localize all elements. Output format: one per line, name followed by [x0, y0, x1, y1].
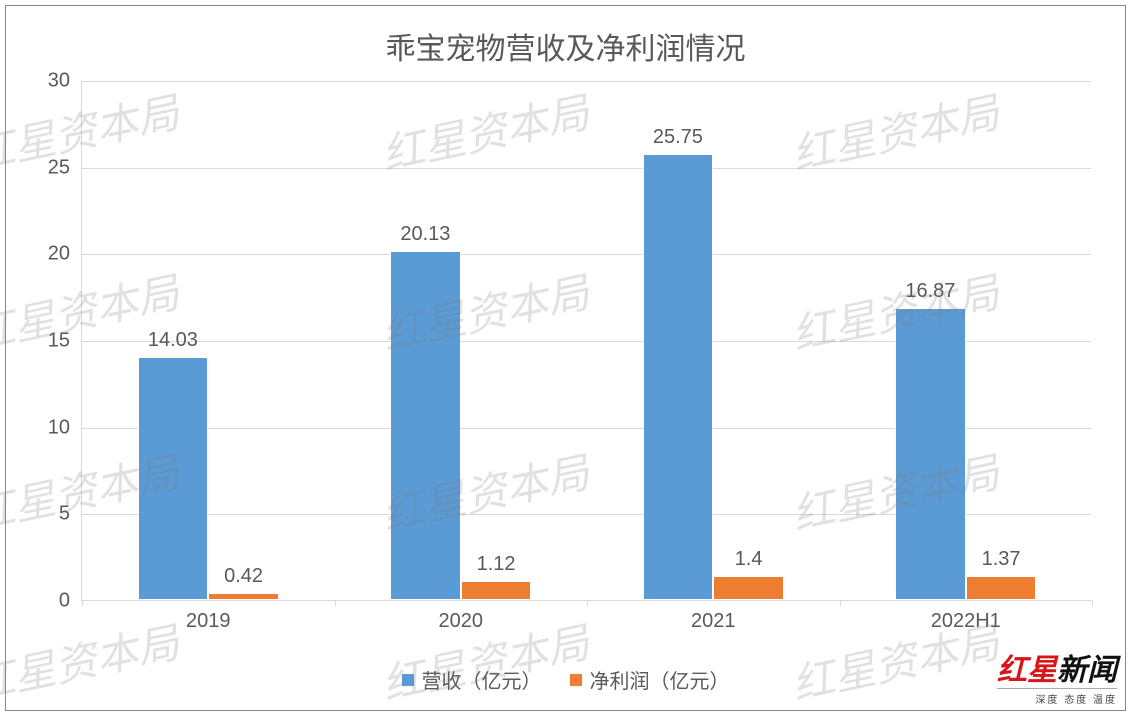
gridline [82, 168, 1091, 169]
bar-value-label: 16.87 [905, 280, 955, 303]
y-axis-tick-label: 30 [48, 70, 70, 93]
bar: 1.4 [713, 576, 784, 600]
chart-container: 乖宝宠物营收及净利润情况 051015202530201914.030.4220… [5, 5, 1126, 711]
x-axis-label: 2019 [186, 610, 231, 633]
brand-subtitle: 深度 态度 温度 [997, 688, 1117, 706]
x-axis-tick [82, 600, 83, 606]
x-axis-label: 2021 [691, 610, 736, 633]
x-axis-label: 2022H1 [931, 610, 1001, 633]
brand-main: 红星新闻 [997, 656, 1117, 686]
bar: 20.13 [390, 251, 461, 600]
chart-title: 乖宝宠物营收及净利润情况 [6, 6, 1125, 68]
y-axis-tick-label: 15 [48, 330, 70, 353]
brand-logo: 红星新闻 深度 态度 温度 [997, 656, 1117, 706]
bar-value-label: 1.37 [982, 548, 1021, 571]
gridline [82, 81, 1091, 82]
bar-value-label: 14.03 [148, 329, 198, 352]
legend: 营收（亿元） 净利润（亿元） [402, 665, 730, 694]
brand-black-text: 新闻 [1057, 654, 1117, 687]
plot-area: 051015202530201914.030.42202020.131.1220… [81, 81, 1091, 601]
y-axis-tick-label: 20 [48, 243, 70, 266]
legend-item: 营收（亿元） [402, 665, 542, 694]
bar-value-label: 0.42 [224, 565, 263, 588]
x-axis-tick [1092, 600, 1093, 606]
x-axis-tick [840, 600, 841, 606]
brand-red-text: 红星 [997, 654, 1057, 687]
x-axis-tick [587, 600, 588, 606]
gridline [82, 254, 1091, 255]
bar: 0.42 [208, 593, 279, 600]
bar-value-label: 25.75 [653, 126, 703, 149]
y-axis-tick-label: 10 [48, 416, 70, 439]
y-axis-tick-label: 25 [48, 156, 70, 179]
x-axis-label: 2020 [439, 610, 484, 633]
legend-label: 净利润（亿元） [590, 665, 730, 694]
bar-value-label: 20.13 [400, 223, 450, 246]
bar-value-label: 1.12 [477, 553, 516, 576]
bar: 14.03 [138, 357, 209, 600]
y-axis-tick-label: 5 [59, 503, 70, 526]
bar-value-label: 1.4 [735, 548, 763, 571]
bar: 1.12 [461, 581, 532, 600]
legend-label: 营收（亿元） [422, 665, 542, 694]
legend-item: 净利润（亿元） [570, 665, 730, 694]
bar: 1.37 [966, 576, 1037, 600]
bar: 25.75 [643, 154, 714, 600]
legend-swatch [402, 674, 414, 686]
bar: 16.87 [895, 308, 966, 600]
y-axis-tick-label: 0 [59, 590, 70, 613]
legend-swatch [570, 674, 582, 686]
x-axis-tick [335, 600, 336, 606]
